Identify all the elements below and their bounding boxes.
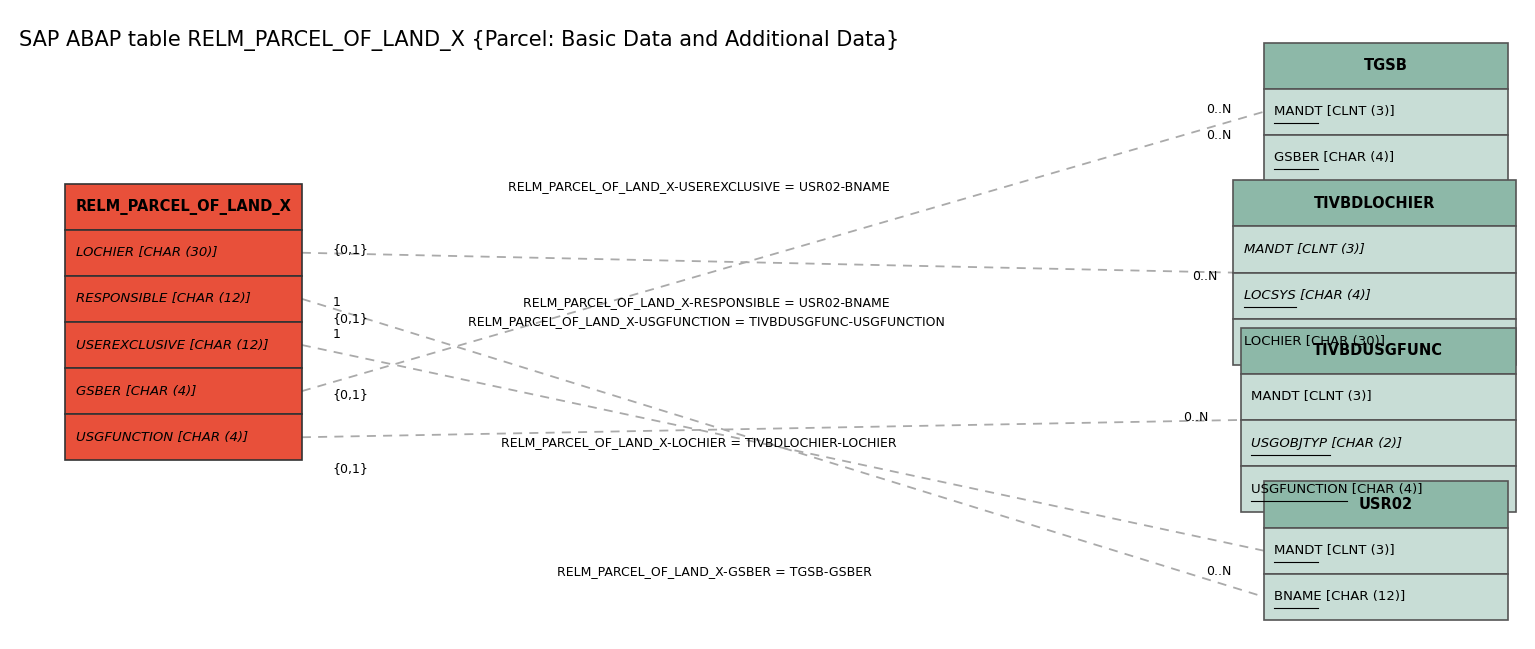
Text: RELM_PARCEL_OF_LAND_X: RELM_PARCEL_OF_LAND_X xyxy=(75,199,292,215)
Text: TIVBDUSGFUNC: TIVBDUSGFUNC xyxy=(1312,343,1443,358)
Text: SAP ABAP table RELM_PARCEL_OF_LAND_X {Parcel: Basic Data and Additional Data}: SAP ABAP table RELM_PARCEL_OF_LAND_X {Pa… xyxy=(20,30,900,51)
Text: BNAME [CHAR (12)]: BNAME [CHAR (12)] xyxy=(1274,591,1406,604)
Bar xyxy=(1233,227,1515,273)
Bar xyxy=(1233,319,1515,365)
Text: RELM_PARCEL_OF_LAND_X-LOCHIER = TIVBDLOCHIER-LOCHIER: RELM_PARCEL_OF_LAND_X-LOCHIER = TIVBDLOC… xyxy=(500,437,896,450)
Bar xyxy=(1263,43,1507,89)
Bar xyxy=(64,414,302,460)
Text: 0..N: 0..N xyxy=(1191,270,1217,283)
Text: LOCHIER [CHAR (30)]: LOCHIER [CHAR (30)] xyxy=(75,246,218,259)
Text: USGFUNCTION [CHAR (4)]: USGFUNCTION [CHAR (4)] xyxy=(75,431,249,444)
Text: 1: 1 xyxy=(333,328,341,341)
Text: GSBER [CHAR (4)]: GSBER [CHAR (4)] xyxy=(75,385,196,398)
Bar xyxy=(1240,328,1515,374)
Text: MANDT [CLNT (3)]: MANDT [CLNT (3)] xyxy=(1243,243,1365,256)
Bar xyxy=(1263,574,1507,620)
Bar xyxy=(64,184,302,230)
Bar xyxy=(1233,273,1515,319)
Text: RELM_PARCEL_OF_LAND_X-GSBER = TGSB-GSBER: RELM_PARCEL_OF_LAND_X-GSBER = TGSB-GSBER xyxy=(557,565,872,578)
Text: USGOBJTYP [CHAR (2)]: USGOBJTYP [CHAR (2)] xyxy=(1251,437,1403,450)
Bar xyxy=(1263,528,1507,574)
Text: MANDT [CLNT (3)]: MANDT [CLNT (3)] xyxy=(1274,544,1395,557)
Bar xyxy=(1240,420,1515,466)
Text: USEREXCLUSIVE [CHAR (12)]: USEREXCLUSIVE [CHAR (12)] xyxy=(75,339,269,352)
Text: TIVBDLOCHIER: TIVBDLOCHIER xyxy=(1314,196,1435,211)
Text: 1: 1 xyxy=(333,295,341,308)
Bar xyxy=(1233,180,1515,227)
Text: RESPONSIBLE [CHAR (12)]: RESPONSIBLE [CHAR (12)] xyxy=(75,292,250,306)
Text: RELM_PARCEL_OF_LAND_X-USEREXCLUSIVE = USR02-BNAME: RELM_PARCEL_OF_LAND_X-USEREXCLUSIVE = US… xyxy=(508,180,890,193)
Text: GSBER [CHAR (4)]: GSBER [CHAR (4)] xyxy=(1274,151,1394,164)
Text: USGFUNCTION [CHAR (4)]: USGFUNCTION [CHAR (4)] xyxy=(1251,483,1423,496)
Text: 0..N: 0..N xyxy=(1205,103,1231,116)
Text: 0..N: 0..N xyxy=(1205,129,1231,142)
Text: MANDT [CLNT (3)]: MANDT [CLNT (3)] xyxy=(1274,105,1395,118)
Text: RELM_PARCEL_OF_LAND_X-RESPONSIBLE = USR02-BNAME: RELM_PARCEL_OF_LAND_X-RESPONSIBLE = USR0… xyxy=(523,295,890,308)
Text: USR02: USR02 xyxy=(1358,497,1412,512)
Text: {0,1}: {0,1} xyxy=(333,243,368,256)
Bar xyxy=(1263,89,1507,135)
Bar xyxy=(1263,482,1507,528)
Bar xyxy=(64,322,302,368)
Text: {0,1}: {0,1} xyxy=(333,462,368,475)
Bar xyxy=(64,230,302,276)
Text: TGSB: TGSB xyxy=(1365,58,1408,73)
Text: {0,1}: {0,1} xyxy=(333,389,368,402)
Text: RELM_PARCEL_OF_LAND_X-USGFUNCTION = TIVBDUSGFUNC-USGFUNCTION: RELM_PARCEL_OF_LAND_X-USGFUNCTION = TIVB… xyxy=(468,315,946,328)
Text: 0..N: 0..N xyxy=(1183,411,1208,424)
Bar xyxy=(64,368,302,414)
Text: MANDT [CLNT (3)]: MANDT [CLNT (3)] xyxy=(1251,391,1372,404)
Bar xyxy=(1240,466,1515,512)
Text: {0,1}: {0,1} xyxy=(333,312,368,324)
Bar xyxy=(1263,135,1507,181)
Bar xyxy=(64,276,302,322)
Bar xyxy=(1240,374,1515,420)
Text: 0..N: 0..N xyxy=(1205,565,1231,578)
Text: LOCHIER [CHAR (30)]: LOCHIER [CHAR (30)] xyxy=(1243,336,1385,349)
Text: LOCSYS [CHAR (4)]: LOCSYS [CHAR (4)] xyxy=(1243,289,1371,302)
